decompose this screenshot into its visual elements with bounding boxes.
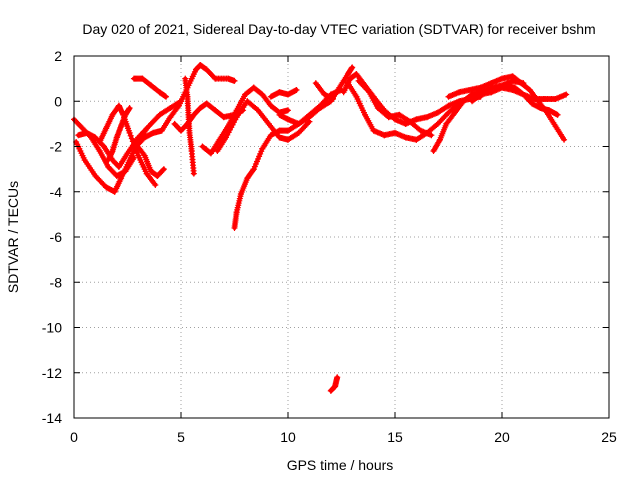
series-arc-h (133, 62, 238, 150)
x-tick-label: 10 (280, 429, 296, 445)
data-point-marker (126, 105, 133, 112)
y-tick-label: -6 (50, 229, 63, 245)
x-tick-label: 25 (601, 429, 617, 445)
y-axis-title: SDTVAR / TECUs (5, 181, 21, 293)
data-point-marker (293, 86, 300, 93)
series-arc-n (267, 86, 300, 100)
data-point-marker (554, 111, 561, 118)
series-arc-x (494, 82, 561, 118)
data-point-marker (129, 138, 136, 145)
x-tick-label: 20 (494, 429, 510, 445)
data-point-marker (285, 107, 291, 114)
data-point-marker (126, 129, 133, 136)
x-axis-title: GPS time / hours (287, 457, 394, 473)
data-point-marker (160, 166, 167, 173)
y-tick-label: -14 (42, 410, 62, 426)
data-point-marker (128, 135, 135, 142)
plot-series (71, 62, 570, 394)
data-point-marker (428, 132, 435, 139)
series-arc-e (105, 105, 133, 164)
series-arc-j (182, 75, 197, 177)
series-arc-o (276, 86, 345, 127)
data-point-marker (349, 64, 356, 71)
data-point-marker (160, 166, 167, 173)
data-point-marker (190, 170, 197, 177)
data-point-marker (334, 374, 341, 381)
data-point-marker (127, 132, 134, 139)
y-tick-label: -12 (42, 365, 62, 381)
y-tick-label: 0 (54, 93, 62, 109)
series-arc-l (214, 98, 313, 155)
data-point-marker (231, 77, 238, 84)
chart-title: Day 020 of 2021, Sidereal Day-to-day VTE… (82, 21, 595, 37)
x-tick-label: 5 (177, 429, 185, 445)
series-arc-t (355, 77, 435, 139)
data-point-marker (163, 93, 170, 100)
series-arc-f (130, 75, 170, 100)
y-tick-label: -4 (50, 184, 63, 200)
y-tick-label: -2 (50, 139, 63, 155)
series-arc-u (430, 89, 484, 155)
x-tick-label: 0 (70, 429, 78, 445)
series-arc-q (327, 374, 341, 394)
y-tick-label: -10 (42, 320, 62, 336)
data-point-marker (329, 95, 336, 102)
data-point-marker (561, 136, 568, 143)
series-arc-d (96, 102, 159, 188)
data-point-marker (563, 91, 570, 98)
x-tick-label: 15 (387, 429, 403, 445)
y-tick-label: -8 (50, 274, 63, 290)
y-tick-label: 2 (54, 48, 62, 64)
data-point-marker (152, 181, 159, 188)
grid (74, 56, 609, 418)
series-arc-p (312, 80, 336, 102)
